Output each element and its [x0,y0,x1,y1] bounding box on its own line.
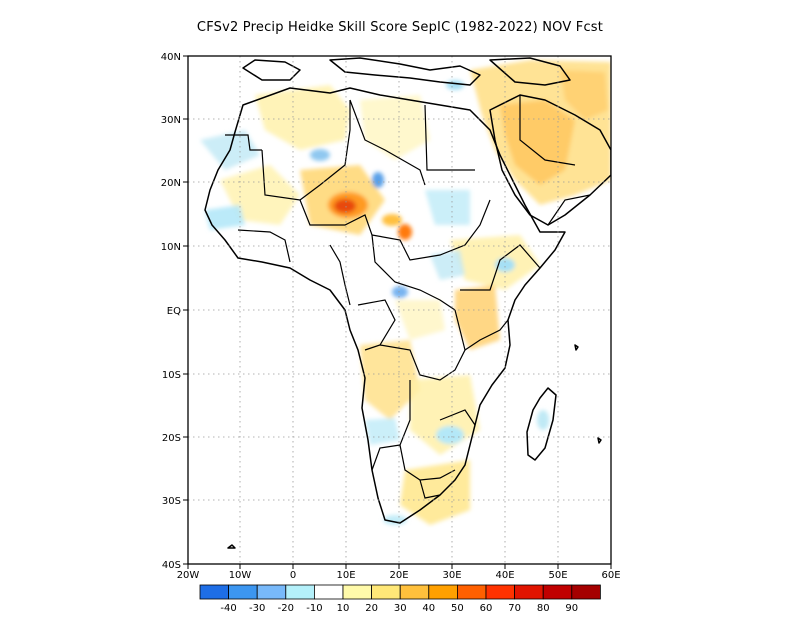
colorbar-label: 90 [565,603,578,614]
colorbar-swatch [342,584,373,600]
lon-label: 10W [229,570,252,581]
lon-labels: 20W 10W 0 10E 20E 30E 40E 50E 60E [177,570,621,581]
colorbar-swatch [456,584,487,600]
lat-label: 30N [161,115,181,126]
colorbar-swatch [285,584,315,600]
lat-label: 30S [162,496,181,507]
lon-label: 50E [548,570,567,581]
lat-label: 20N [161,178,181,189]
colorbar-label: -30 [249,603,265,614]
colorbar-label: -40 [220,603,236,614]
colorbar-label: 20 [365,603,378,614]
axis-ticks [183,55,612,569]
lon-label: 30E [442,570,461,581]
lat-label: EQ [167,306,181,317]
lat-labels: 40N 30N 20N 10N EQ 10S 20S 30S 40S [161,52,181,571]
lat-label: 10S [162,370,181,381]
colorbar-swatch [428,584,458,600]
colorbar-swatch [542,584,573,600]
colorbar-swatch [313,584,344,600]
map-title: CFSv2 Precip Heidke Skill Score SepIC (1… [196,20,604,35]
lat-label: 10N [161,242,181,253]
colorbar-label: 50 [451,603,464,614]
colorbar-swatch [571,584,601,600]
colorbar-swatch [485,584,516,600]
lon-label: 20W [177,570,200,581]
colorbar-swatch [256,584,287,600]
lon-label: 10E [336,570,355,581]
colorbar: -40 -30 -20 -10 10 20 30 40 50 60 70 80 90 [199,584,601,614]
lat-label: 20S [162,433,181,444]
lon-label: 0 [290,570,296,581]
colorbar-label: -20 [278,603,294,614]
colorbar-swatch [399,584,430,600]
lon-label: 20E [389,570,408,581]
colorbar-swatch [514,584,544,600]
colorbar-label: 70 [508,603,521,614]
colorbar-swatch [228,584,258,600]
lat-label: 40N [161,52,181,63]
colorbar-label: 80 [537,603,550,614]
lon-label: 60E [601,570,620,581]
lon-label: 40E [495,570,514,581]
colorbar-label: 10 [337,603,350,614]
colorbar-swatch [199,584,230,600]
gridlines [188,56,611,564]
lat-label: 40S [162,560,181,571]
colorbar-label: 30 [394,603,407,614]
colorbar-label: 40 [422,603,435,614]
country-borders [225,95,591,499]
colorbar-swatch [371,584,401,600]
colorbar-label: 60 [480,603,493,614]
colorbar-label: -10 [306,603,322,614]
